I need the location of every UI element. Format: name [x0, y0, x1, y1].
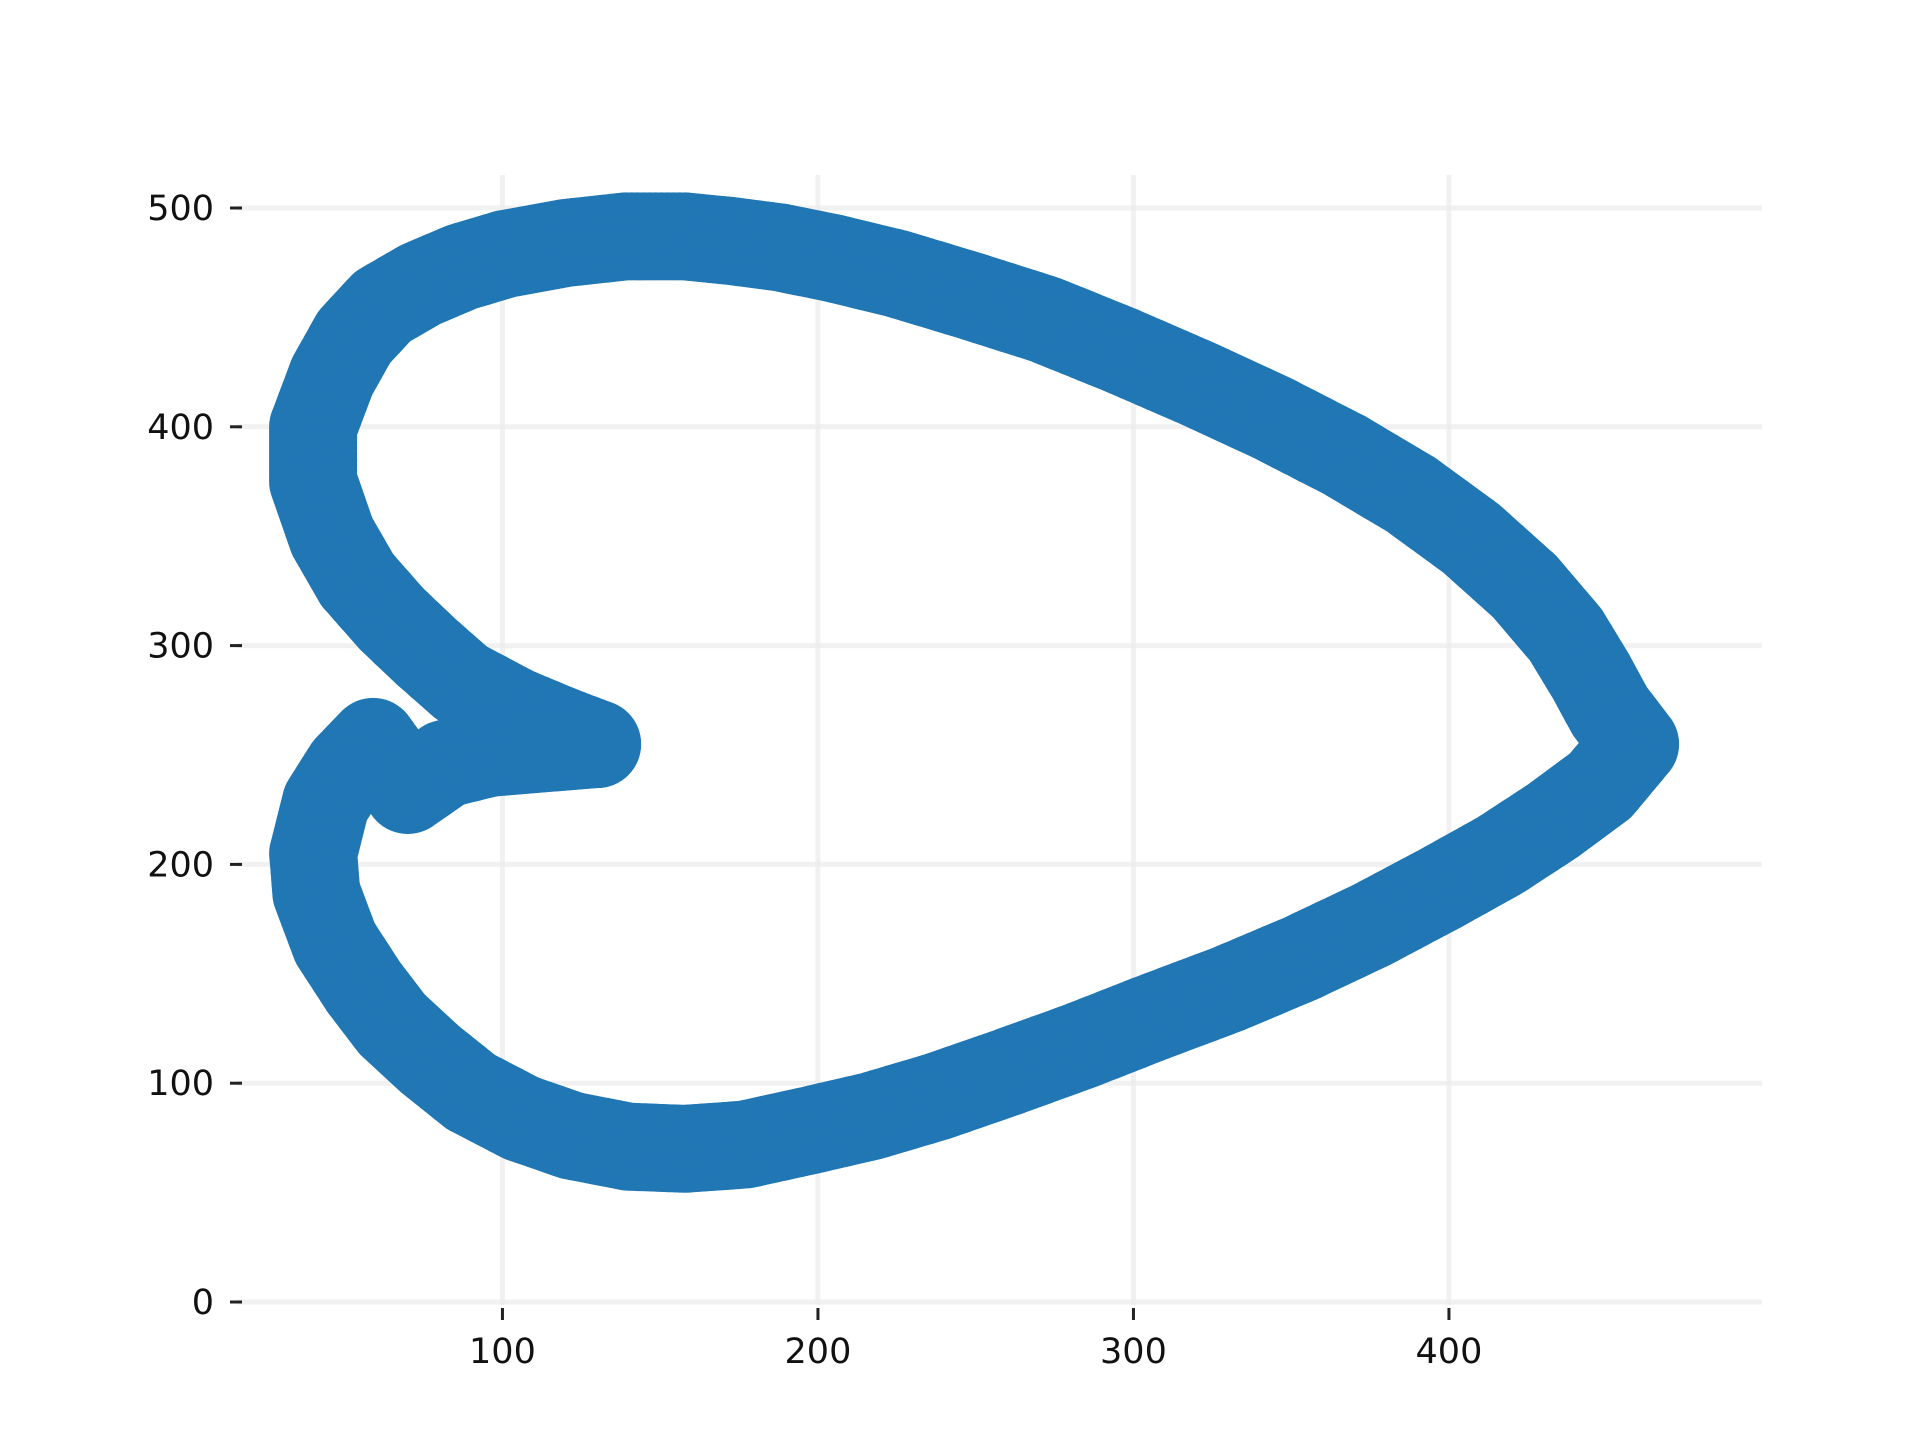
y-tick-label-100: 100: [147, 1064, 214, 1104]
y-tick-label-200: 200: [147, 845, 214, 885]
x-axis: 100 200 300 400: [469, 1308, 1482, 1372]
scatter-point-0-695: [553, 700, 642, 789]
series-heart-outline: [269, 192, 1680, 1193]
y-tick-label-500: 500: [147, 189, 214, 229]
y-axis: 0 100 200 300 400 500: [147, 189, 242, 1323]
x-tick-label-100: 100: [469, 1332, 536, 1372]
y-tick-label-400: 400: [147, 408, 214, 448]
x-tick-label-400: 400: [1416, 1332, 1483, 1372]
x-tick-label-300: 300: [1100, 1332, 1167, 1372]
y-tick-label-0: 0: [192, 1283, 214, 1323]
x-tick-label-200: 200: [785, 1332, 852, 1372]
y-tick-label-300: 300: [147, 627, 214, 667]
